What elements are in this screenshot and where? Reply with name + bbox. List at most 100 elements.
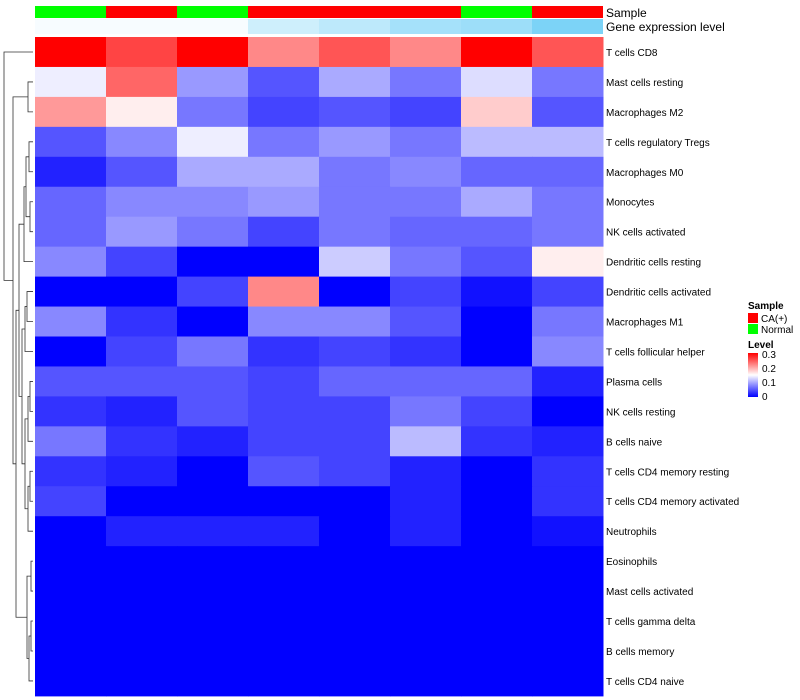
heatmap-cell (177, 396, 249, 427)
heatmap-cell (461, 366, 533, 397)
heatmap-cell (319, 456, 391, 487)
heatmap-cell (248, 396, 320, 427)
heatmap-cell (35, 37, 107, 68)
row-label: Dendritic cells resting (606, 258, 701, 269)
heatmap-cell (248, 546, 320, 577)
gene-expression-annotation-cell (532, 19, 603, 34)
heatmap-cell (177, 186, 249, 218)
heatmap-cell (532, 276, 604, 308)
heatmap-cell (532, 186, 604, 218)
heatmap-cell (390, 366, 462, 397)
legend: Sample CA(+) Normal Level 0.3 0.2 0.1 0 (748, 301, 793, 403)
heatmap-cell (461, 156, 533, 188)
heatmap-cell (106, 516, 178, 547)
heatmap-cell (319, 366, 391, 397)
heatmap-cell (319, 216, 391, 248)
heatmap-cell (106, 576, 178, 607)
heatmap-cell (390, 96, 462, 128)
heatmap-cell (319, 96, 391, 128)
heatmap-cell (106, 636, 178, 667)
row-label: T cells CD4 memory activated (606, 497, 739, 508)
heatmap-cell (532, 636, 604, 667)
heatmap-cell (319, 636, 391, 667)
heatmap-cell (248, 366, 320, 397)
row-label: Monocytes (606, 198, 654, 209)
heatmap-cell (248, 66, 320, 98)
heatmap-cell (319, 336, 391, 367)
heatmap-cell (319, 66, 391, 98)
sample-annotation-cell (35, 6, 106, 18)
heatmap-cell (532, 156, 604, 188)
heatmap-cell (35, 486, 107, 517)
heatmap-cells (35, 37, 604, 697)
heatmap-cell (248, 216, 320, 248)
heatmap-cell (461, 126, 533, 158)
dendrogram-branch (28, 141, 33, 173)
heatmap-cell (532, 546, 604, 577)
heatmap-cell (106, 606, 178, 637)
heatmap-cell (35, 186, 107, 218)
heatmap-cell (106, 37, 178, 68)
row-label: T cells regulatory Tregs (606, 138, 710, 149)
heatmap-cell (390, 396, 462, 427)
dendrogram-branch (12, 96, 28, 465)
legend-level-title: Level (748, 340, 774, 351)
heatmap-cell (106, 426, 178, 457)
row-label: Dendritic cells activated (606, 288, 711, 299)
dendrogram-branch (29, 201, 33, 233)
heatmap-cell (177, 96, 249, 128)
gene-expression-annotation-cell (35, 19, 106, 34)
dendrogram-branch (26, 291, 33, 322)
legend-sample-title: Sample (748, 301, 784, 312)
heatmap-cell (248, 306, 320, 337)
heatmap-cell (532, 37, 604, 68)
dendrogram-branch (23, 186, 33, 263)
heatmap-cell (35, 456, 107, 487)
heatmap-cell (177, 426, 249, 457)
heatmap-cell (461, 306, 533, 337)
heatmap-cell (106, 216, 178, 248)
heatmap-cell (248, 665, 320, 697)
heatmap-cell (35, 665, 107, 697)
heatmap-cell (106, 665, 178, 697)
heatmap-cell (35, 336, 107, 367)
heatmap-cell (390, 426, 462, 457)
heatmap-cell (177, 306, 249, 337)
heatmap-cell (390, 665, 462, 697)
heatmap-cell (177, 486, 249, 517)
heatmap-cell (461, 456, 533, 487)
heatmap-cell (248, 426, 320, 457)
heatmap-cell (319, 126, 391, 158)
heatmap-cell (35, 546, 107, 577)
heatmap-cell (390, 636, 462, 667)
heatmap-cell (106, 306, 178, 337)
heatmap-cell (177, 156, 249, 188)
heatmap-cell (532, 576, 604, 607)
heatmap-cell (177, 665, 249, 697)
gene-expression-annotation-bar (35, 19, 603, 34)
heatmap-cell (177, 546, 249, 577)
row-label: T cells gamma delta (606, 617, 696, 628)
heatmap-cell (461, 37, 533, 68)
heatmap-cell (319, 546, 391, 577)
heatmap-cell (35, 276, 107, 308)
heatmap-cell (248, 336, 320, 367)
heatmap-cell (532, 456, 604, 487)
sample-annotation-cell (461, 6, 532, 18)
heatmap-cell (177, 126, 249, 158)
heatmap-cell (248, 186, 320, 218)
legend-entry-normal: Normal (761, 325, 793, 336)
dendrogram-branch (30, 620, 33, 652)
row-label: T cells CD4 naive (606, 677, 685, 688)
heatmap-cell (390, 66, 462, 98)
row-label: Macrophages M2 (606, 108, 684, 119)
heatmap-cell (461, 606, 533, 637)
heatmap-cell (248, 276, 320, 308)
heatmap-cell (106, 486, 178, 517)
heatmap-cell (532, 516, 604, 547)
heatmap-cell (461, 396, 533, 427)
heatmap-cell (106, 186, 178, 218)
heatmap-cell (461, 516, 533, 547)
heatmap-cell (319, 665, 391, 697)
heatmap-cell (319, 516, 391, 547)
